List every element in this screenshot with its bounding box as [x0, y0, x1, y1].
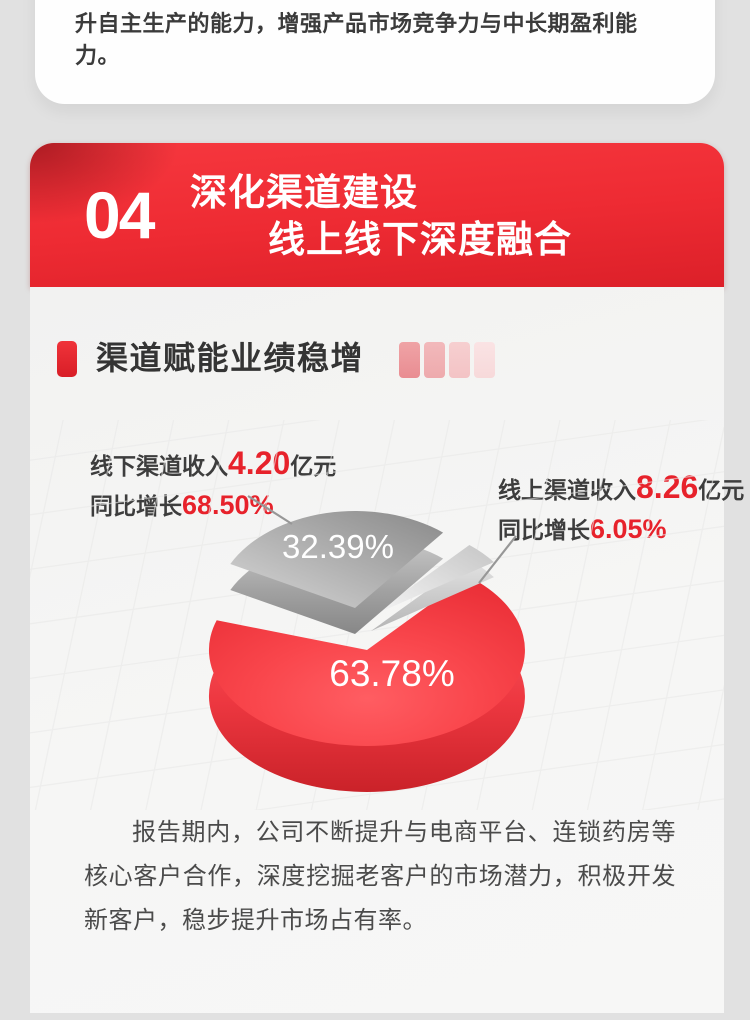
online-revenue-value: 8.26 [636, 469, 699, 505]
online-revenue-line: 线上渠道收入 8.26 亿元 [498, 469, 744, 506]
summary-paragraph: 报告期内，公司不断提升与电商平台、连锁药房等核心客户合作，深度挖掘老客户的市场潜… [84, 819, 676, 934]
online-unit: 亿元 [698, 477, 745, 503]
grid-line [594, 426, 724, 810]
grid-line [30, 420, 724, 429]
offline-growth-value: 68.50% [182, 490, 274, 520]
grid-line [30, 420, 144, 810]
offline-revenue-value: 4.20 [228, 445, 291, 481]
offline-growth-prefix: 同比增长 [90, 493, 182, 519]
banner-title-line2: 线上线下深度融合 [268, 219, 572, 260]
offline-channel-label: 线下渠道收入 4.20 亿元 同比增长 68.50% [90, 445, 336, 521]
top-card-text: 升自主生产的能力，增强产品市场竞争力与中长期盈利能力。 [75, 11, 638, 68]
offline-revenue-line: 线下渠道收入 4.20 亿元 [90, 445, 336, 482]
offline-prefix: 线下渠道收入 [90, 453, 228, 479]
pie-chart: 32.39% 63.78% [30, 420, 724, 810]
grid-line [119, 420, 250, 810]
decor-square-3 [449, 342, 470, 378]
online-leader-line [478, 535, 517, 584]
section-banner: 04 深化渠道建设 线上线下深度融合 [30, 143, 724, 287]
banner-title-line1: 深化渠道建设 [190, 172, 418, 213]
grid-line [488, 420, 620, 810]
online-slice-percentage: 63.78% [329, 653, 455, 694]
grid-line [30, 420, 724, 536]
decor-square-2 [424, 342, 445, 378]
offline-slice-percentage: 32.39% [282, 528, 394, 565]
pie-slice-offline [230, 511, 444, 634]
decor-squares [399, 342, 495, 378]
online-channel-label: 线上渠道收入 8.26 亿元 同比增长 6.05% [498, 469, 744, 545]
section-bullet [57, 341, 77, 377]
pie-slice-online-top [208, 576, 525, 746]
grid-line [30, 420, 39, 810]
grid-line [66, 420, 197, 810]
pie-slice-other-top [371, 545, 494, 616]
pie-slice-other-side [371, 560, 494, 631]
pie-slice-online [208, 576, 525, 792]
grid-line [541, 420, 672, 810]
grid-line [30, 420, 724, 483]
grid-line [30, 561, 724, 697]
decor-square-1 [399, 342, 420, 378]
grid-line [30, 721, 724, 810]
top-card: 升自主生产的能力，增强产品市场竞争力与中长期盈利能力。 [35, 0, 715, 104]
section-number: 04 [84, 178, 155, 252]
decor-square-4 [474, 342, 495, 378]
grid-line [30, 420, 91, 810]
banner-titles: 深化渠道建设 线上线下深度融合 [190, 169, 572, 263]
offline-growth-line: 同比增长 68.50% [90, 487, 336, 521]
offline-leader-line [247, 495, 293, 525]
grid-line [700, 449, 724, 810]
section-title: 渠道赋能业绩稳增 [96, 340, 365, 376]
online-growth-value: 6.05% [590, 514, 667, 544]
content-panel: 渠道赋能业绩稳增 线下渠道收入 4.20 亿元 同比增长 68.50% 线上渠道收入 8… [30, 287, 744, 1013]
online-prefix: 线上渠道收入 [498, 477, 636, 503]
pie-slice-offline-top [230, 511, 444, 608]
grid-line [647, 437, 724, 810]
pie-slice-other [371, 545, 494, 631]
